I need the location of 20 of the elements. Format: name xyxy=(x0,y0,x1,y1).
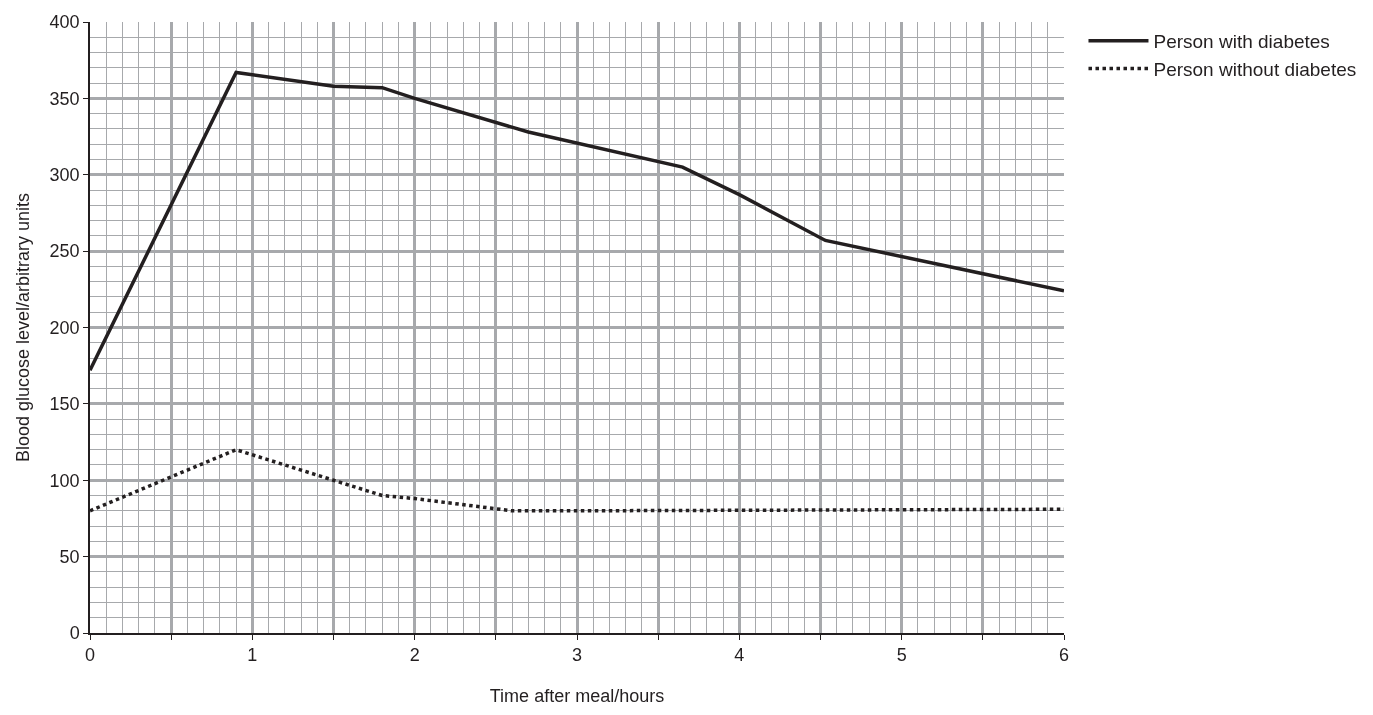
y-tick-label: 50 xyxy=(59,546,80,567)
y-tick-label: 400 xyxy=(49,12,80,33)
legend-label: Person without diabetes xyxy=(1153,58,1357,80)
x-tick-label: 4 xyxy=(734,645,745,666)
x-tick-label: 2 xyxy=(409,645,420,666)
y-tick-label: 350 xyxy=(49,88,80,109)
x-axis-title: Time after meal/hours xyxy=(489,685,665,706)
y-tick-label: 250 xyxy=(49,241,80,262)
y-tick-label: 200 xyxy=(49,317,80,338)
y-axis-title: Blood glucose level/arbitrary units xyxy=(13,192,34,463)
y-tick-label: 300 xyxy=(49,165,80,186)
x-tick-label: 6 xyxy=(1058,645,1070,666)
x-tick-label: 1 xyxy=(247,645,258,666)
x-tick-label: 0 xyxy=(84,645,96,666)
x-tick-label: 3 xyxy=(571,645,583,666)
y-tick-label: 100 xyxy=(49,470,80,491)
x-tick-label: 5 xyxy=(896,645,907,666)
legend-label: Person with diabetes xyxy=(1153,31,1330,53)
y-tick-label: 150 xyxy=(49,394,80,415)
y-tick-label: 0 xyxy=(69,623,80,644)
